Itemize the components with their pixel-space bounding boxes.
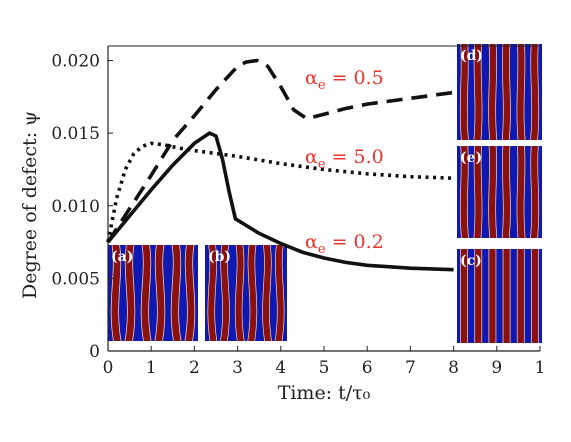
- stripe: [460, 44, 469, 140]
- inset-label: (c): [460, 253, 482, 269]
- x-tick-label: 0: [103, 358, 114, 378]
- x-tick-label: 6: [362, 358, 373, 378]
- curves: [106, 58, 454, 272]
- stripe: [502, 146, 511, 238]
- x-tick-label: 1: [146, 358, 157, 378]
- stripe: [275, 245, 284, 341]
- stripe: [474, 146, 482, 238]
- stripe: [125, 245, 135, 341]
- stripe: [235, 245, 244, 341]
- stripe: [530, 146, 539, 238]
- x-tick-label: 7: [405, 358, 416, 378]
- stripe: [171, 245, 181, 341]
- stripe: [517, 44, 525, 140]
- series-annotation: αe = 5.0: [305, 146, 384, 172]
- stripe: [111, 245, 121, 341]
- x-tick-label: 3: [232, 358, 243, 378]
- y-tick-label: 0.010: [51, 197, 100, 217]
- y-tick-label: 0.020: [51, 52, 100, 72]
- stripe: [185, 245, 195, 341]
- panel-background: [457, 249, 542, 343]
- y-axis-label: Degree of defect: ψ: [19, 111, 41, 299]
- stripe: [502, 44, 511, 140]
- labels: αe = 0.5 αe = 5.0 αe = 0.2: [305, 67, 384, 257]
- stripe: [208, 245, 217, 341]
- stripe: [530, 44, 539, 140]
- stripe: [155, 245, 165, 341]
- series-annotation: αe = 0.2: [305, 231, 384, 257]
- inset-label: (d): [460, 48, 483, 64]
- panel-background: [205, 245, 287, 341]
- series-line-dotted: [106, 141, 454, 243]
- x-axis-label: Time: t/τ₀: [278, 382, 371, 404]
- inset-panels: (a) (b) (c) (d) (e): [108, 44, 542, 343]
- x-tick-label: 4: [275, 358, 286, 378]
- x-tick-label: 5: [319, 358, 330, 378]
- stripe: [474, 44, 482, 140]
- stripe: [517, 146, 525, 238]
- inset-label: (e): [460, 150, 482, 166]
- y-tick-label: 0: [89, 342, 100, 362]
- stripe: [488, 146, 497, 238]
- inset-panel: (d): [457, 44, 542, 140]
- series-annotation: αe = 0.5: [305, 67, 384, 93]
- inset-label: (a): [111, 249, 133, 265]
- panel-background: [457, 146, 542, 238]
- panel-background: [108, 245, 198, 341]
- x-tick-label: 1: [535, 358, 546, 378]
- stripe: [248, 245, 257, 341]
- y-tick-label: 0.015: [51, 124, 100, 144]
- inset-panel: (a): [108, 245, 198, 341]
- stripe: [488, 44, 497, 140]
- x-tick-label: 2: [189, 358, 200, 378]
- x-tick-label: 9: [491, 358, 502, 378]
- x-tick-label: 8: [448, 358, 459, 378]
- series-line-solid: [106, 131, 454, 272]
- inset-panel: (e): [457, 146, 542, 238]
- y-tick-label: 0.005: [51, 269, 100, 289]
- stripe: [460, 146, 469, 238]
- series-line-dashed: [106, 58, 454, 244]
- stripe: [262, 245, 272, 341]
- inset-panel: (c): [457, 249, 542, 343]
- stripe: [220, 245, 230, 341]
- inset-panel: (b): [205, 245, 287, 341]
- inset-label: (b): [208, 249, 231, 265]
- stripe: [141, 245, 151, 341]
- panel-background: [457, 44, 542, 140]
